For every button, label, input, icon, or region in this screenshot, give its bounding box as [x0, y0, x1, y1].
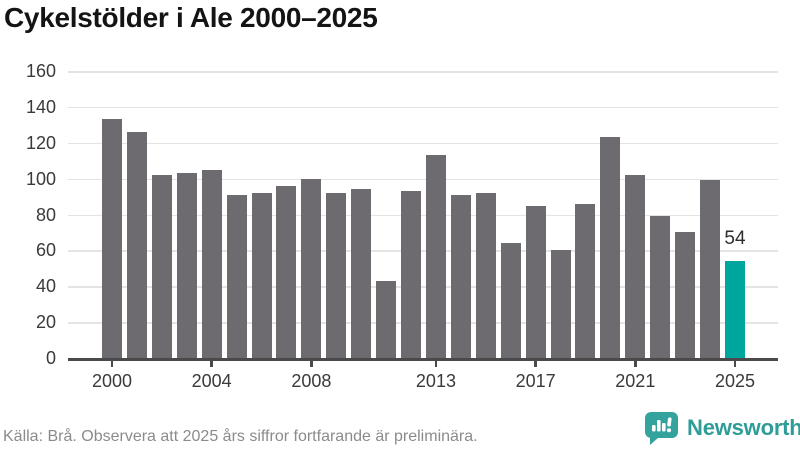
- gridline-60: [68, 250, 778, 252]
- gridline-140: [68, 106, 778, 109]
- y-tick-label-160: 160: [25, 61, 56, 81]
- bar-2023: [675, 232, 696, 358]
- gridline-120: [68, 142, 778, 145]
- bar-2013: [425, 155, 446, 358]
- bar-2006: [251, 192, 272, 358]
- y-tick-label-20: 20: [35, 312, 56, 333]
- bar-value-label-2025: 54: [724, 228, 746, 250]
- chart-title: Cykelstölder i Ale 2000–2025: [4, 2, 378, 33]
- y-tick-label-80: 80: [35, 204, 56, 225]
- gridline-100: [68, 178, 778, 181]
- bar-2009: [326, 192, 347, 358]
- bar-2005: [226, 194, 247, 358]
- bar-2004: [201, 169, 222, 358]
- bar-2024: [700, 180, 721, 358]
- bar-2021: [625, 175, 646, 358]
- y-tick-label-140: 140: [25, 96, 56, 117]
- y-tick-label-100: 100: [25, 168, 56, 189]
- x-tick-2013: [434, 360, 438, 367]
- bar-2016: [500, 243, 521, 358]
- x-tick-2017: [534, 360, 537, 367]
- bar-2018: [550, 250, 571, 358]
- y-tick-label-120: 120: [25, 132, 56, 153]
- y-tick-label-40: 40: [35, 276, 56, 297]
- bar-2001: [126, 132, 147, 358]
- bar-2010: [351, 189, 372, 358]
- gridline-20: [68, 322, 778, 324]
- bar-2014: [450, 194, 471, 358]
- y-tick-label-60: 60: [35, 240, 56, 261]
- bar-2019: [575, 203, 596, 358]
- x-tick-label-2000: 2000: [91, 371, 133, 391]
- bar-2017: [525, 205, 546, 358]
- x-tick-2025: [733, 360, 737, 367]
- y-tick-label-0: 0: [45, 348, 56, 368]
- gridline-160: [68, 71, 778, 73]
- x-tick-label-2021: 2021: [615, 371, 656, 391]
- plot-area: 54: [68, 71, 778, 358]
- x-axis-line: [68, 358, 778, 361]
- x-tick-label-2004: 2004: [191, 371, 232, 391]
- bar-2007: [276, 185, 297, 358]
- x-tick-label-2025: 2025: [714, 371, 756, 391]
- source-note: Källa: Brå. Observera att 2025 års siffr…: [3, 428, 478, 445]
- x-tick-label-2013: 2013: [415, 371, 456, 391]
- gridline-80: [68, 214, 778, 216]
- x-tick-label-2008: 2008: [291, 371, 332, 391]
- bar-chart-speech-bubble-icon: [644, 412, 678, 445]
- bar-2015: [475, 192, 496, 358]
- x-tick-2021: [634, 360, 637, 367]
- bar-2012: [401, 191, 422, 358]
- bar-2011: [376, 280, 397, 358]
- bar-2008: [301, 178, 322, 358]
- x-tick-2004: [210, 360, 213, 367]
- x-tick-label-2017: 2017: [515, 371, 556, 391]
- newsworthy-logo: Newsworthy: [644, 411, 800, 445]
- gridline-40: [68, 286, 778, 288]
- bar-2022: [650, 216, 671, 358]
- brand-name: Newsworthy: [687, 415, 800, 440]
- bar-2002: [151, 175, 172, 358]
- x-tick-2000: [110, 360, 114, 367]
- bar-2025: [725, 261, 745, 358]
- x-tick-2008: [310, 360, 313, 367]
- bar-2020: [600, 137, 621, 358]
- bar-2003: [176, 173, 197, 358]
- bar-2000: [102, 119, 122, 358]
